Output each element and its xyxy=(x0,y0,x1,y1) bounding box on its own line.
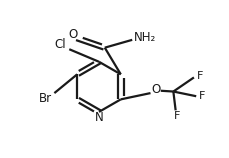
Text: F: F xyxy=(198,91,204,101)
Text: F: F xyxy=(196,71,202,81)
Text: N: N xyxy=(94,111,103,124)
Text: NH₂: NH₂ xyxy=(133,30,155,43)
Text: F: F xyxy=(173,111,179,121)
Text: Cl: Cl xyxy=(54,38,66,51)
Text: Br: Br xyxy=(38,92,52,105)
Text: O: O xyxy=(68,28,77,41)
Text: O: O xyxy=(151,83,160,97)
